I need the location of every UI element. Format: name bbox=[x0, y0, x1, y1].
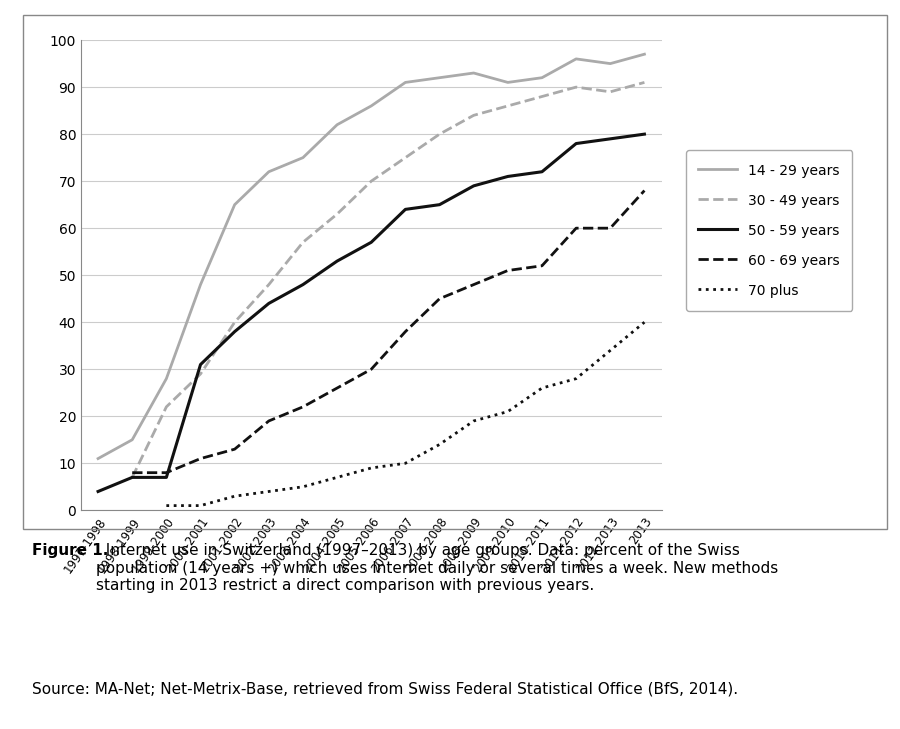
Text: Figure 1.: Figure 1. bbox=[32, 543, 108, 558]
Legend: 14 - 29 years, 30 - 49 years, 50 - 59 years, 60 - 69 years, 70 plus: 14 - 29 years, 30 - 49 years, 50 - 59 ye… bbox=[686, 150, 852, 311]
Text: Source: MA-Net; Net-Metrix-Base, retrieved from Swiss Federal Statistical Office: Source: MA-Net; Net-Metrix-Base, retriev… bbox=[32, 682, 738, 697]
Text: Internet use in Switzerland (1997–2013) by age groups. Data: percent of the Swis: Internet use in Switzerland (1997–2013) … bbox=[96, 543, 778, 593]
